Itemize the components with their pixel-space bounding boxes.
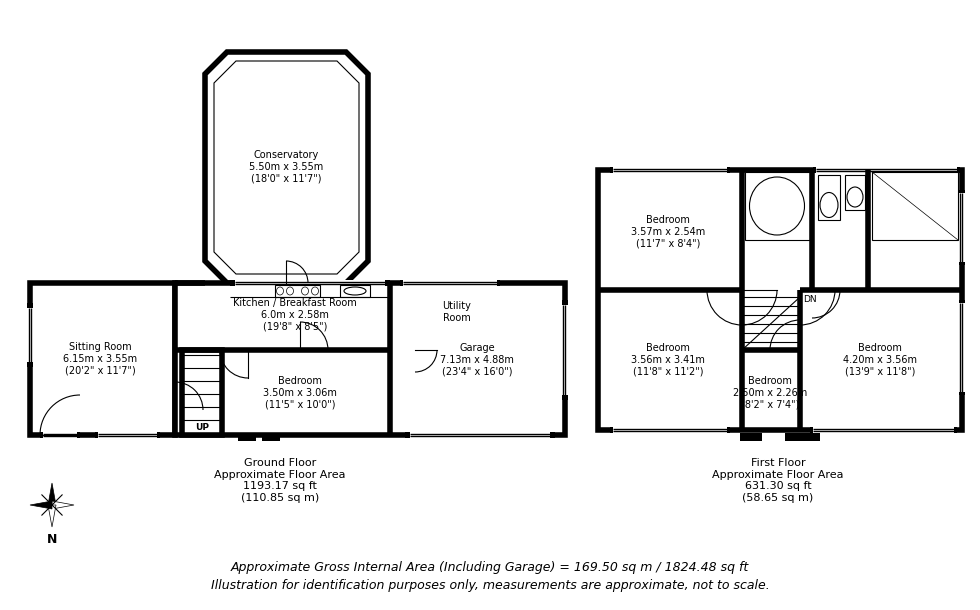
Bar	[405, 432, 555, 438]
Bar	[959, 190, 965, 193]
Text: First Floor
Approximate Floor Area
631.30 sq ft
(58.65 sq m): First Floor Approximate Floor Area 631.3…	[712, 458, 844, 503]
Bar	[810, 427, 957, 433]
Bar	[872, 172, 958, 240]
Bar	[959, 190, 965, 265]
Bar	[40, 432, 80, 438]
Bar	[740, 433, 762, 441]
Polygon shape	[205, 52, 368, 283]
Bar	[175, 283, 565, 435]
Bar	[610, 427, 613, 433]
Bar	[400, 280, 500, 286]
Bar	[30, 283, 175, 435]
Text: Illustration for identification purposes only, measurements are approximate, not: Illustration for identification purposes…	[211, 578, 769, 592]
Bar	[340, 285, 370, 297]
Bar	[262, 433, 280, 441]
Bar	[497, 280, 500, 286]
Bar	[610, 167, 730, 173]
Bar	[562, 300, 568, 400]
Bar	[959, 300, 965, 303]
Bar	[27, 362, 33, 367]
Text: Garage
7.13m x 4.88m
(23'4" x 16'0"): Garage 7.13m x 4.88m (23'4" x 16'0")	[440, 343, 514, 376]
Bar	[77, 432, 80, 438]
Text: UP: UP	[195, 423, 209, 432]
Bar	[27, 303, 33, 308]
Text: Bedroom
2.50m x 2.26m
(8'2" x 7'4"): Bedroom 2.50m x 2.26m (8'2" x 7'4")	[733, 376, 808, 409]
Bar	[785, 433, 820, 441]
Bar	[157, 432, 160, 438]
Bar	[727, 427, 730, 433]
Polygon shape	[48, 483, 56, 505]
Bar	[405, 432, 410, 438]
Bar	[562, 300, 568, 305]
Bar	[813, 167, 960, 173]
Text: Sitting Room
6.15m x 3.55m
(20'2" x 11'7"): Sitting Room 6.15m x 3.55m (20'2" x 11'7…	[63, 342, 137, 376]
Bar	[400, 280, 403, 286]
Bar	[610, 167, 613, 173]
Bar	[275, 285, 320, 297]
Bar	[385, 280, 390, 286]
Text: Conservatory
5.50m x 3.55m
(18'0" x 11'7"): Conservatory 5.50m x 3.55m (18'0" x 11'7…	[249, 151, 323, 184]
Bar	[959, 300, 965, 395]
Bar	[745, 172, 810, 240]
Bar	[610, 427, 730, 433]
Text: Bedroom
4.20m x 3.56m
(13'9" x 11'8"): Bedroom 4.20m x 3.56m (13'9" x 11'8")	[843, 343, 917, 376]
Bar	[27, 305, 33, 365]
Polygon shape	[30, 501, 52, 509]
Bar	[238, 433, 256, 441]
Polygon shape	[52, 501, 74, 509]
Bar	[813, 167, 816, 173]
Bar	[959, 392, 965, 395]
Bar	[818, 175, 840, 220]
Bar	[957, 167, 960, 173]
Text: Bedroom
3.56m x 3.41m
(11'8" x 11'2"): Bedroom 3.56m x 3.41m (11'8" x 11'2")	[631, 343, 705, 376]
Bar	[598, 170, 962, 430]
Text: Kitchen / Breakfast Room
6.0m x 2.58m
(19'8" x 8'5"): Kitchen / Breakfast Room 6.0m x 2.58m (1…	[233, 298, 357, 332]
Bar	[40, 432, 43, 438]
Text: Ground Floor
Approximate Floor Area
1193.17 sq ft
(110.85 sq m): Ground Floor Approximate Floor Area 1193…	[215, 458, 346, 503]
Bar	[550, 432, 555, 438]
Bar	[954, 427, 957, 433]
Text: Bedroom
3.50m x 3.06m
(11'5" x 10'0"): Bedroom 3.50m x 3.06m (11'5" x 10'0")	[263, 376, 337, 409]
Bar	[562, 395, 568, 400]
Text: N: N	[47, 533, 57, 546]
Polygon shape	[48, 505, 56, 527]
Bar	[845, 175, 865, 210]
Bar	[230, 280, 235, 286]
Text: DN: DN	[803, 295, 816, 304]
Bar	[810, 427, 813, 433]
Bar	[95, 432, 160, 438]
Text: Utility
Room: Utility Room	[443, 301, 471, 323]
Text: Bedroom
3.57m x 2.54m
(11'7" x 8'4"): Bedroom 3.57m x 2.54m (11'7" x 8'4")	[631, 215, 706, 249]
Text: Approximate Gross Internal Area (Including Garage) = 169.50 sq m / 1824.48 sq ft: Approximate Gross Internal Area (Includi…	[231, 561, 749, 573]
Bar	[727, 167, 730, 173]
Bar	[182, 350, 222, 435]
Bar	[95, 432, 98, 438]
Bar	[959, 262, 965, 265]
Bar	[230, 280, 390, 286]
